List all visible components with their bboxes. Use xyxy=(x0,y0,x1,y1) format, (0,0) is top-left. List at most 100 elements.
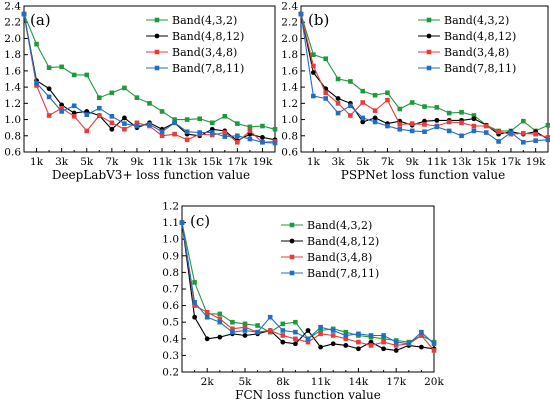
data-point xyxy=(471,128,477,134)
legend-label: Band(3,4,8) xyxy=(444,46,509,59)
data-point xyxy=(293,329,298,335)
data-point xyxy=(323,56,328,62)
y-tick-label: 1.0 xyxy=(281,114,298,126)
data-point xyxy=(508,130,514,135)
data-point xyxy=(533,138,538,143)
data-point xyxy=(293,336,298,342)
y-tick-label: 1.0 xyxy=(162,234,179,246)
data-point xyxy=(260,139,265,145)
legend-swatch-marker xyxy=(289,270,295,276)
data-point xyxy=(311,63,316,69)
data-point xyxy=(496,129,501,135)
data-point xyxy=(109,126,115,132)
data-point xyxy=(217,316,223,322)
legend-entry: Band(7,8,11) xyxy=(418,62,516,75)
data-point xyxy=(360,119,366,125)
y-tick-label: 0.9 xyxy=(162,250,179,262)
data-point xyxy=(393,343,399,348)
data-point xyxy=(242,321,248,327)
plot-frame xyxy=(23,5,276,153)
data-point xyxy=(209,120,215,126)
data-point xyxy=(192,299,197,305)
y-tick-label: 1.8 xyxy=(4,49,21,61)
data-point xyxy=(204,314,210,320)
data-point xyxy=(222,134,228,139)
data-point xyxy=(422,122,427,127)
legend-swatch-marker xyxy=(154,33,160,39)
data-point xyxy=(431,348,437,353)
data-point xyxy=(545,137,550,143)
x-tick-label: 5k xyxy=(356,156,370,168)
data-point xyxy=(335,76,341,82)
data-point xyxy=(368,343,374,348)
data-point xyxy=(46,65,52,70)
legend-swatch-marker xyxy=(289,222,295,228)
data-point xyxy=(242,333,248,338)
y-tick-label: 0.5 xyxy=(162,317,179,329)
data-point xyxy=(446,128,452,134)
legend-label: Band(7,8,11) xyxy=(172,62,244,75)
data-point xyxy=(434,105,440,110)
data-point xyxy=(310,70,316,75)
data-point xyxy=(159,109,165,114)
legend-entry: Band(3,4,8) xyxy=(418,46,509,59)
data-point xyxy=(209,130,215,135)
data-point xyxy=(172,131,177,137)
data-point xyxy=(217,311,223,317)
legend-label: Band(7,8,11) xyxy=(444,62,516,75)
data-point xyxy=(59,105,64,111)
data-point xyxy=(422,104,427,109)
data-point xyxy=(260,123,265,129)
y-tick-label: 1.8 xyxy=(281,49,298,61)
data-point xyxy=(192,280,197,285)
x-tick-label: 14k xyxy=(349,376,369,388)
data-point xyxy=(330,333,336,338)
legend-swatch-marker xyxy=(426,33,432,39)
data-point xyxy=(134,95,140,100)
data-point xyxy=(446,110,452,116)
x-tick-label: 11k xyxy=(152,156,172,168)
data-point xyxy=(385,123,390,129)
data-point xyxy=(109,90,115,96)
legend-entry: Band(7,8,11) xyxy=(281,267,379,280)
data-point xyxy=(471,116,477,122)
legend-entry: Band(4,8,12) xyxy=(146,30,244,43)
data-point xyxy=(431,341,437,347)
data-point xyxy=(343,336,349,342)
data-point xyxy=(247,136,253,142)
data-point xyxy=(230,326,235,332)
data-point xyxy=(311,52,316,57)
data-point xyxy=(409,128,415,134)
legend-entry: Band(3,4,8) xyxy=(281,251,372,264)
legend-swatch-marker xyxy=(154,17,160,23)
data-point xyxy=(159,133,165,139)
data-point xyxy=(360,88,366,94)
data-point xyxy=(242,324,248,330)
y-tick-label: 1.1 xyxy=(162,217,179,229)
y-tick-label: 0.3 xyxy=(162,350,179,362)
legend-label: Band(4,3,2) xyxy=(444,14,509,27)
legend-label: Band(4,3,2) xyxy=(172,14,237,27)
data-point xyxy=(483,130,489,135)
y-tick-label: 2.2 xyxy=(4,17,21,29)
data-point xyxy=(356,339,361,345)
data-point xyxy=(97,113,102,118)
panel-a-deeplabv3-chart: 1k 3k 5k 7k 9k 11k 13k 15k 17k 19k 0.6 0.8 1.0 1.2 1.4… xyxy=(4,1,278,182)
data-point xyxy=(318,324,323,330)
legend-swatch-marker xyxy=(289,254,295,260)
data-point xyxy=(397,106,403,112)
data-point xyxy=(184,117,190,122)
y-tick-label: 1.6 xyxy=(281,65,298,77)
data-point xyxy=(272,126,278,132)
data-point xyxy=(459,120,464,126)
y-tick-label: 0.6 xyxy=(162,300,179,312)
legend-label: Band(4,3,2) xyxy=(307,219,372,232)
x-tick-label: 19k xyxy=(526,156,546,168)
x-tick-label: 5k xyxy=(238,376,252,388)
data-point xyxy=(422,129,427,135)
legend-label: Band(4,8,12) xyxy=(172,30,244,43)
data-point xyxy=(172,120,177,126)
x-tick-label: 1k xyxy=(30,156,44,168)
data-point xyxy=(343,329,349,335)
data-point xyxy=(397,122,403,127)
